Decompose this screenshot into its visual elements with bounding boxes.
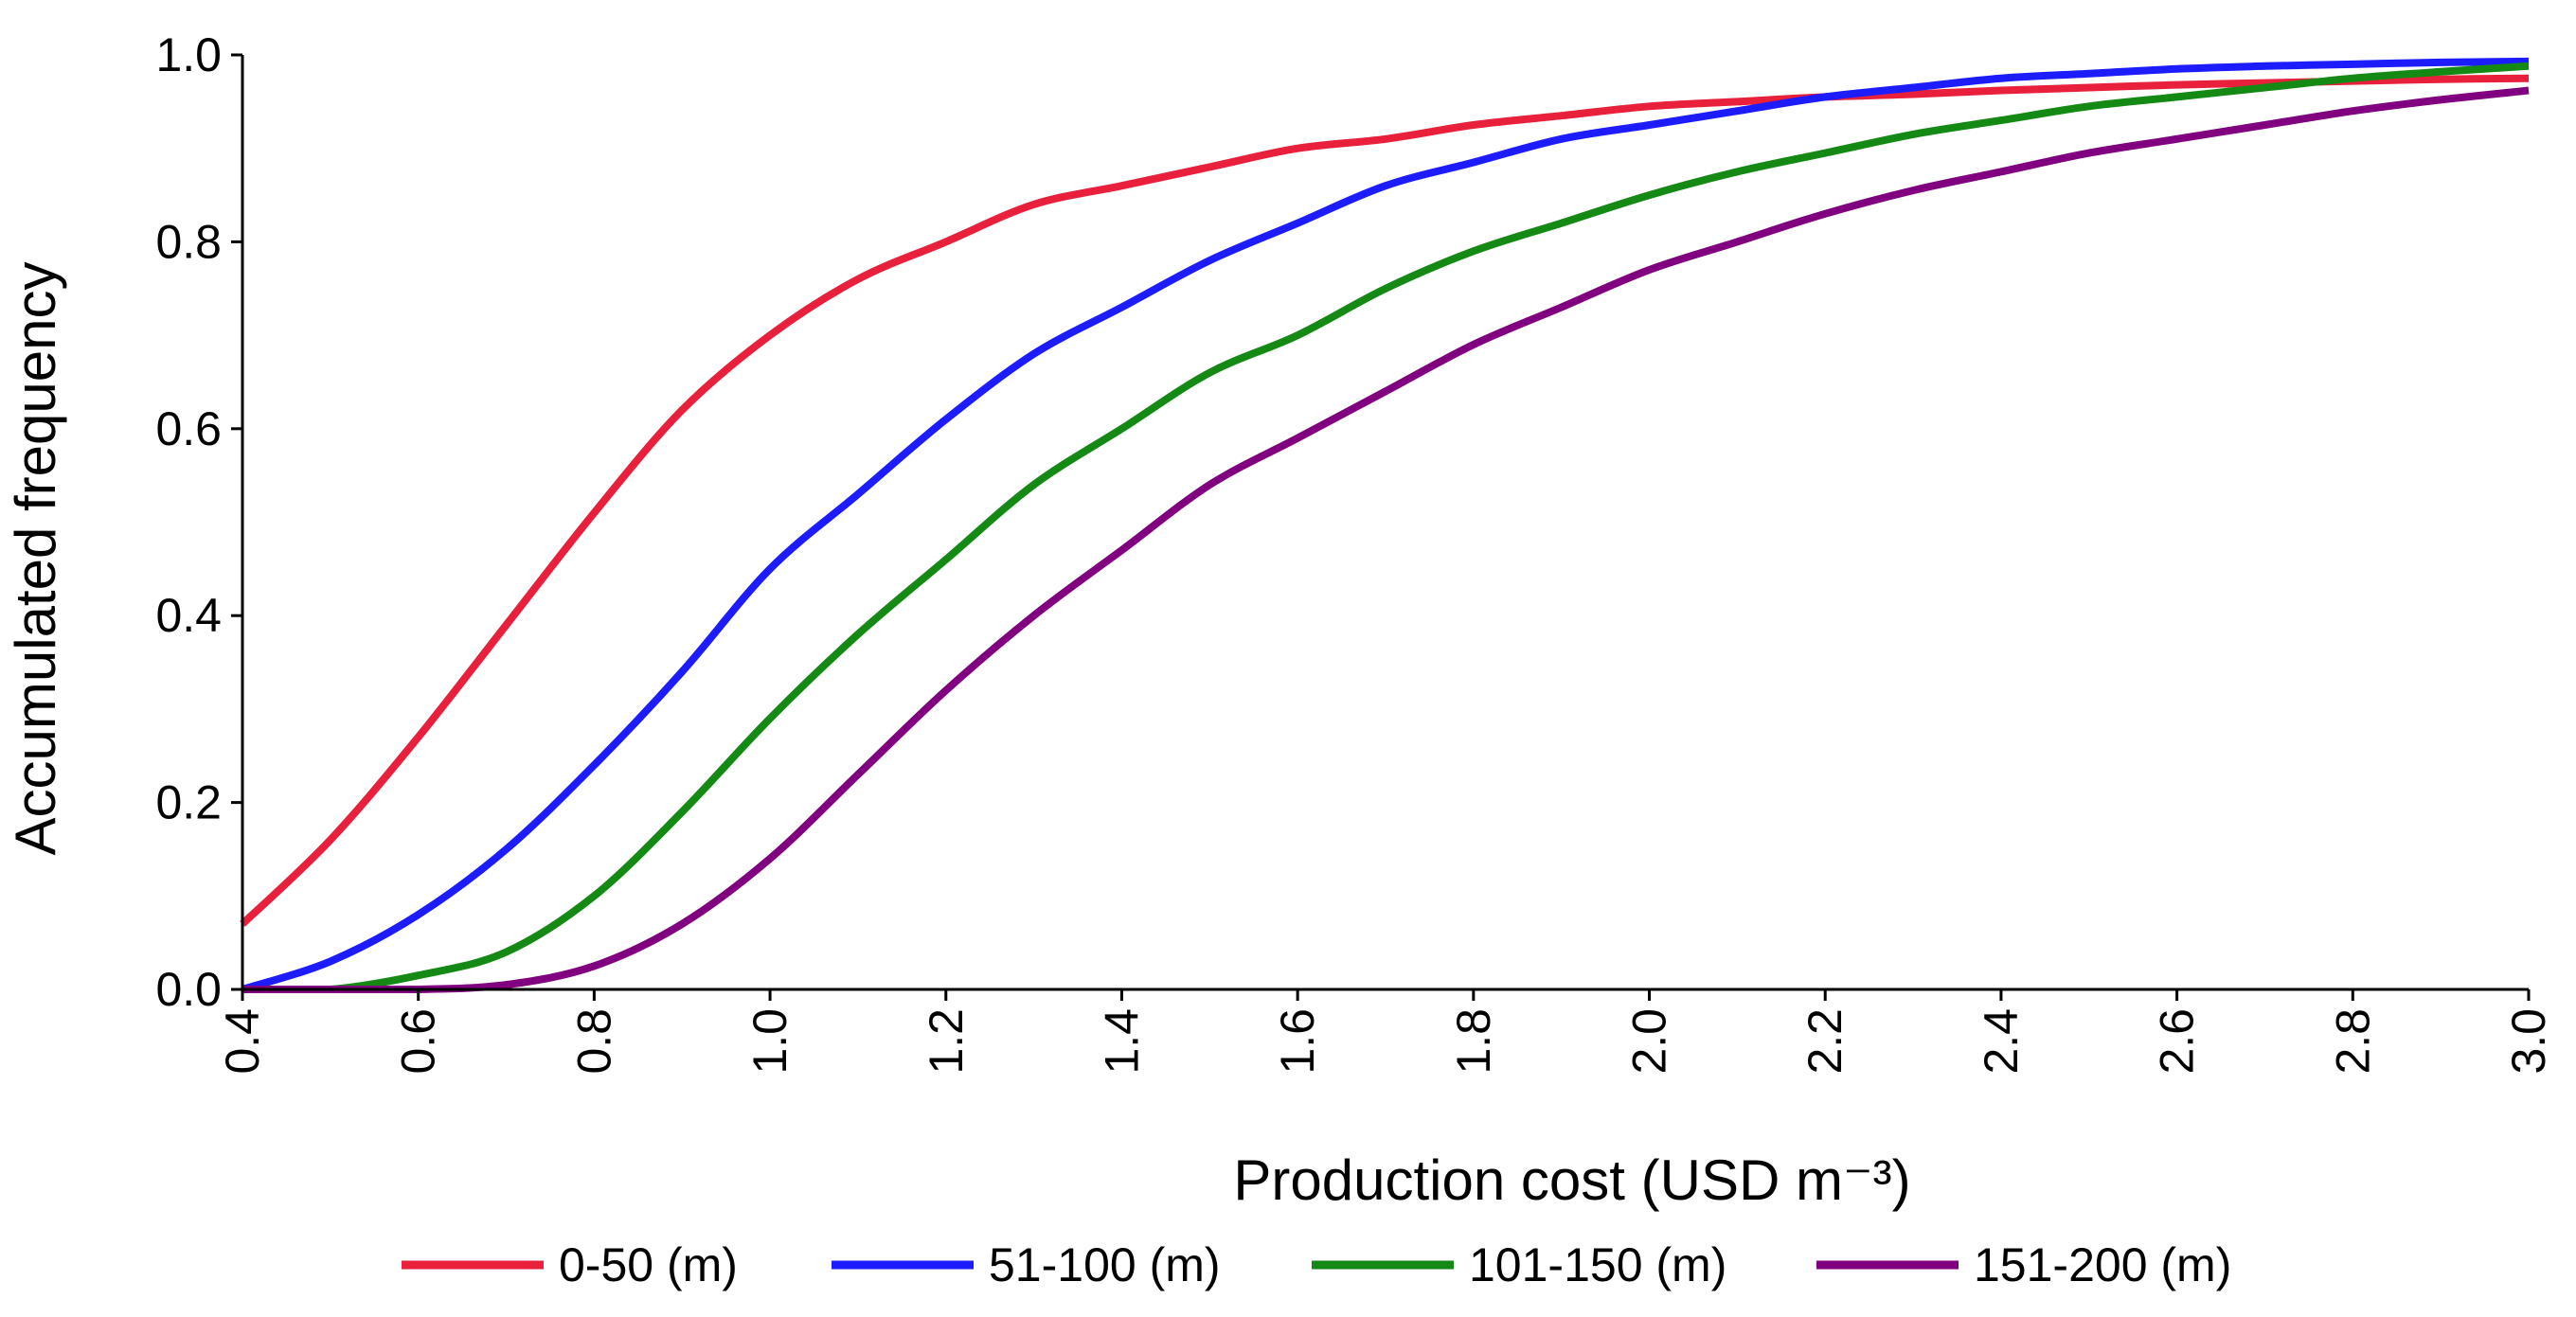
x-tick-label: 3.0 [2502, 1008, 2555, 1075]
legend-label-4: 151-200 (m) [1974, 1238, 2231, 1291]
x-tick-label: 0.6 [392, 1008, 445, 1075]
axes: 0.0 0.2 0.4 0.6 0.8 1.0 0.4 0.6 0.8 1.0 1.2 1.4 1.6 1… [155, 28, 2555, 1075]
legend-label-1: 0-50 (m) [559, 1238, 738, 1291]
x-tick-label: 0.8 [567, 1008, 620, 1075]
x-axis-title: Production cost (USD m⁻³) [1233, 1148, 1910, 1212]
x-tick-label: 2.0 [1623, 1008, 1676, 1075]
series-lines [240, 57, 2530, 994]
y-tick-label: 1.0 [155, 28, 222, 81]
x-tick-label: 2.2 [1798, 1008, 1852, 1075]
x-tick-label: 1.0 [743, 1008, 796, 1075]
y-axis-title: Accumulated frequency [4, 261, 67, 855]
y-tick-label: 0.2 [155, 776, 222, 829]
series-line-4 [242, 86, 2530, 994]
x-tick-label: 2.4 [1975, 1008, 2028, 1075]
y-tick-label: 0.6 [155, 402, 222, 455]
x-tick-label: 1.8 [1447, 1008, 1500, 1075]
x-tick-label: 2.6 [2151, 1008, 2204, 1075]
series-line-2 [241, 57, 2530, 993]
legend-label-3: 101-150 (m) [1469, 1238, 1726, 1291]
y-tick-label: 0.8 [155, 215, 222, 268]
x-tick-label: 2.8 [2326, 1008, 2379, 1075]
legend: 0-50 (m) 51-100 (m) 101-150 (m) 151-200 (m) [402, 1238, 2231, 1291]
y-tick-label: 0.0 [155, 963, 222, 1016]
series-line-1 [240, 74, 2530, 927]
x-tick-label: 1.6 [1271, 1008, 1324, 1075]
y-tick-label: 0.4 [155, 589, 222, 642]
x-tick-label: 0.4 [216, 1008, 269, 1075]
x-tick-label: 1.4 [1096, 1008, 1149, 1075]
x-tick-label: 1.2 [920, 1008, 973, 1075]
legend-label-2: 51-100 (m) [989, 1238, 1221, 1291]
series-line-3 [242, 62, 2530, 994]
